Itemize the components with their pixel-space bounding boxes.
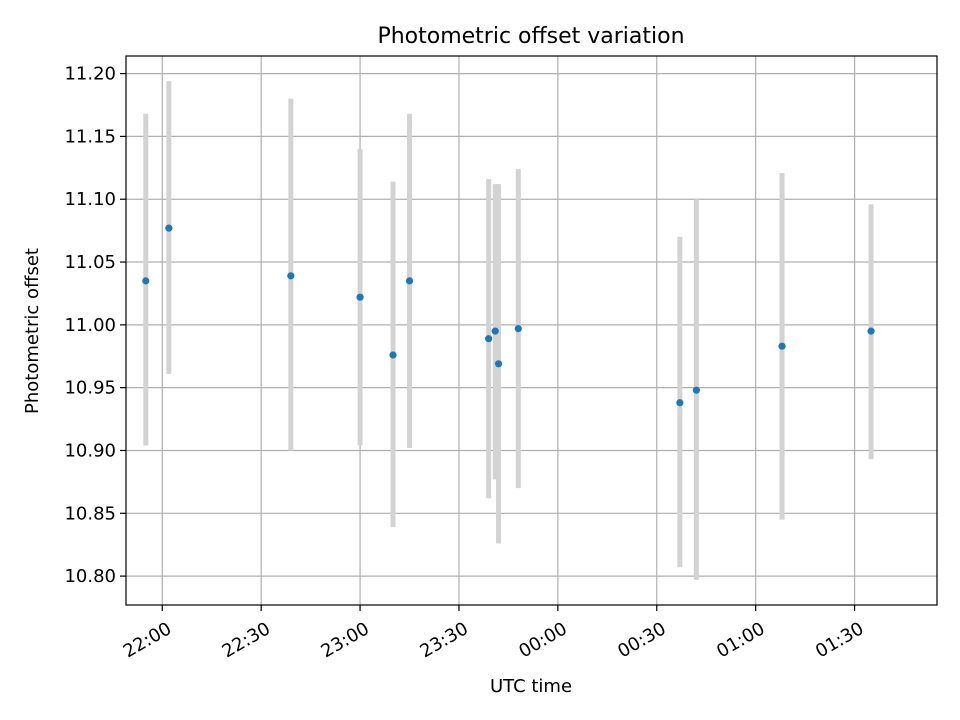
- data-point: [867, 327, 875, 335]
- data-point: [165, 224, 173, 232]
- y-tick-label: 10.80: [64, 566, 116, 587]
- data-point: [494, 360, 503, 368]
- data-point: [405, 277, 414, 285]
- data-point: [356, 293, 364, 301]
- data-point: [514, 325, 522, 333]
- y-tick-label: 10.85: [64, 503, 116, 524]
- y-axis-label: Photometric offset: [22, 248, 43, 414]
- data-point: [485, 335, 493, 343]
- chart-title: Photometric offset variation: [377, 24, 684, 49]
- data-point: [692, 386, 700, 394]
- y-tick-label: 10.95: [64, 378, 116, 399]
- y-tick-label: 10.90: [64, 440, 116, 461]
- data-point: [491, 327, 499, 335]
- data-point: [142, 277, 150, 285]
- data-point: [778, 342, 786, 350]
- y-tick-label: 11.20: [64, 64, 116, 85]
- y-tick-label: 11.15: [64, 126, 116, 147]
- y-tick-label: 11.00: [64, 315, 116, 336]
- y-axis-ticks: 10.80 10.85 10.90 10.95 11.00 11.05 11.10 11.15…: [64, 64, 126, 587]
- data-point: [389, 351, 397, 359]
- data-point: [287, 272, 295, 280]
- y-tick-label: 11.10: [64, 189, 116, 210]
- x-axis-label: UTC time: [490, 676, 572, 697]
- data-point: [676, 399, 684, 407]
- grid: [126, 56, 937, 605]
- y-tick-label: 11.05: [64, 252, 116, 273]
- plot-frame: [125, 55, 938, 606]
- data-points: [142, 224, 875, 407]
